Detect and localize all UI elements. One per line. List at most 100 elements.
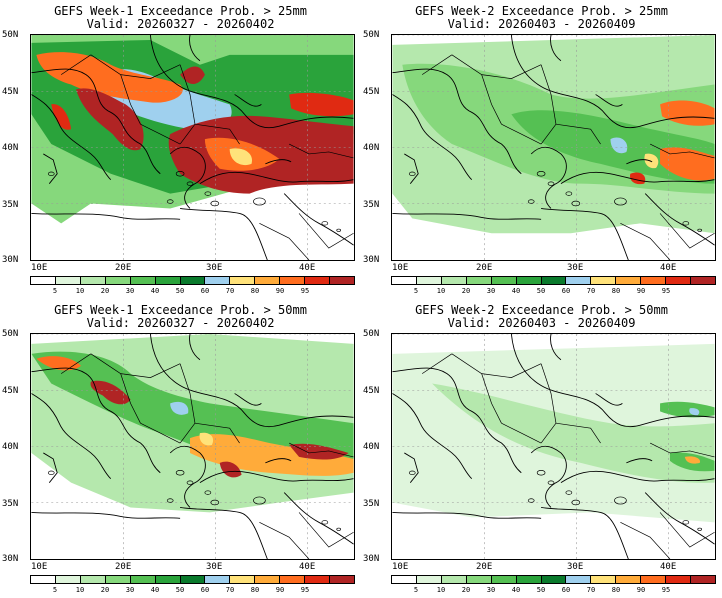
probability-shade	[36, 52, 183, 103]
map-panel-week2-25mm: GEFS Week-2 Exceedance Prob. > 25mm Vali…	[361, 0, 722, 299]
coastline	[169, 146, 206, 209]
island-outline	[321, 520, 329, 525]
lat-label: 30N	[2, 255, 19, 265]
island-outline	[536, 171, 546, 177]
lon-label: 40E	[299, 263, 316, 273]
colorbar-swatch	[466, 277, 492, 284]
country-border	[194, 422, 240, 444]
colorbar-label: 95	[661, 586, 671, 594]
probability-shade	[630, 172, 646, 185]
lon-label: 10E	[31, 562, 48, 572]
colorbar-swatch	[330, 576, 354, 583]
island-outline	[408, 171, 416, 176]
island-outline	[547, 480, 555, 485]
island-outline	[204, 490, 212, 495]
colorbar-swatch	[105, 277, 131, 284]
colorbar-label: 10	[436, 287, 446, 295]
country-border	[259, 522, 310, 559]
island-outline	[166, 199, 174, 204]
colorbar-label: 5	[413, 586, 419, 594]
colorbar-label: 80	[250, 586, 260, 594]
colorbar-swatch	[516, 576, 542, 583]
colorbar-swatch	[155, 277, 181, 284]
country-border	[298, 512, 354, 548]
coastline	[404, 153, 419, 184]
island-outline	[253, 197, 266, 206]
colorbar-swatch	[441, 576, 467, 583]
probability-shade	[660, 100, 715, 126]
coastline	[510, 35, 715, 129]
lat-label: 50N	[2, 329, 19, 339]
island-outline	[527, 498, 535, 503]
country-border	[60, 353, 92, 374]
lon-label: 40E	[660, 263, 677, 273]
colorbar-label: 50	[536, 586, 546, 594]
country-border	[179, 64, 196, 145]
country-border	[120, 373, 141, 424]
island-outline	[186, 181, 194, 186]
colorbar-swatch	[180, 576, 206, 583]
island-outline	[47, 171, 55, 176]
country-border	[421, 54, 453, 75]
island-outline	[336, 527, 342, 531]
island-outline	[175, 171, 185, 177]
colorbar-label: 20	[100, 586, 110, 594]
coastline	[541, 507, 629, 559]
probability-shade	[289, 92, 354, 117]
country-border	[288, 442, 354, 458]
island-outline	[253, 496, 266, 505]
island-outline	[321, 221, 329, 226]
colorbar-label: 5	[52, 586, 58, 594]
coastline	[541, 208, 629, 260]
coastline	[31, 94, 112, 181]
colorbar-swatch	[441, 277, 467, 284]
colorbar-swatch	[305, 277, 331, 284]
coastline	[43, 153, 58, 184]
colorbar-label: 40	[511, 586, 521, 594]
island-outline	[175, 470, 185, 476]
lon-label: 10E	[392, 263, 409, 273]
country-border	[555, 123, 601, 145]
coastline	[149, 334, 354, 428]
colorbar-label: 40	[511, 287, 521, 295]
probability-shade	[36, 356, 81, 371]
colorbar-label: 20	[100, 287, 110, 295]
colorbar-swatch	[691, 277, 715, 284]
probability-shade	[180, 66, 205, 85]
lat-label: 40N	[363, 442, 380, 452]
country-border	[140, 123, 181, 145]
island-outline	[186, 480, 194, 485]
lat-label: 45N	[363, 386, 380, 396]
coastline	[560, 171, 715, 185]
coastline	[644, 492, 715, 545]
probability-shade	[76, 88, 144, 151]
panel-title: GEFS Week-1 Exceedance Prob. > 25mm	[54, 4, 307, 18]
precip-probability-map	[391, 34, 716, 261]
panel-title: GEFS Week-1 Exceedance Prob. > 50mm	[54, 303, 307, 317]
coastline	[644, 193, 715, 246]
colorbar-label: 70	[586, 287, 596, 295]
island-outline	[204, 191, 212, 196]
colorbar-swatch	[130, 576, 156, 583]
country-border	[194, 123, 240, 145]
colorbar-label: 10	[75, 287, 85, 295]
lat-label: 40N	[2, 143, 19, 153]
lat-label: 30N	[363, 255, 380, 265]
country-border	[60, 54, 92, 75]
colorbar-label: 10	[75, 586, 85, 594]
precip-probability-map	[30, 333, 355, 560]
coastline	[404, 452, 419, 483]
country-border	[501, 123, 542, 145]
coastline	[392, 393, 473, 480]
country-border	[649, 442, 715, 458]
probability-shade	[31, 351, 354, 473]
country-border	[501, 422, 542, 444]
colorbar-label: 10	[436, 586, 446, 594]
country-border	[288, 143, 354, 159]
colorbar-swatch	[280, 576, 306, 583]
colorbar-swatch	[392, 576, 417, 583]
probability-shade	[432, 383, 715, 483]
country-border	[481, 373, 502, 424]
colorbar-swatch	[666, 576, 692, 583]
coastline	[199, 470, 354, 484]
